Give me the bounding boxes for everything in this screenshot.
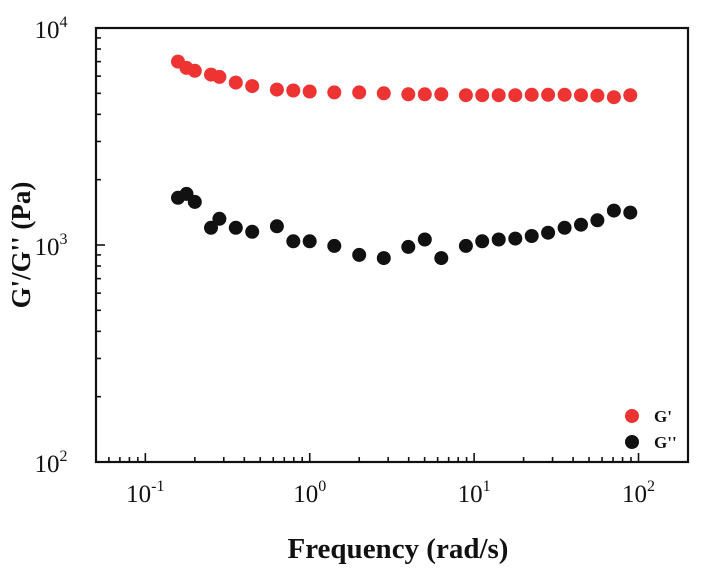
g-double-prime-point — [508, 231, 523, 246]
legend: G' G'' — [625, 407, 677, 452]
x-axis-ticks: 10-1 100 101 102 — [108, 453, 689, 508]
g-double-prime-point — [327, 238, 342, 253]
g-prime-point — [352, 85, 367, 100]
g-double-prime-point — [228, 220, 243, 235]
g-double-prime-point — [475, 234, 490, 249]
g-prime-point — [557, 87, 572, 102]
g-prime-point — [623, 88, 638, 103]
g-prime-point — [327, 85, 342, 100]
g-prime-point — [475, 88, 490, 103]
g-double-prime-point — [302, 234, 317, 249]
g-double-prime-point — [574, 217, 588, 232]
g-prime-point — [376, 86, 391, 101]
g-prime-point — [401, 87, 416, 102]
y-axis-title: G'/G'' (Pa) — [6, 182, 36, 309]
g-double-prime-point — [245, 224, 260, 239]
g-double-prime-point — [286, 234, 301, 249]
g-double-prime-point — [541, 225, 556, 240]
g-double-prime-point — [376, 251, 391, 266]
g-prime-point — [541, 87, 556, 102]
g-prime-point — [212, 69, 227, 84]
g-prime-point — [491, 88, 506, 103]
g-double-prime-point — [204, 220, 218, 235]
y-axis-ticks: 102 103 104 — [35, 14, 105, 478]
g-prime-point — [417, 87, 432, 102]
g-prime-point — [228, 75, 243, 90]
g-prime-point — [458, 88, 473, 103]
data-points — [171, 54, 638, 266]
g-double-prime-point — [590, 213, 605, 228]
g-double-prime-point — [187, 194, 202, 209]
legend-marker — [625, 409, 639, 423]
x-tick-label: 101 — [458, 478, 491, 508]
g-double-prime-point — [491, 232, 506, 247]
g-double-prime-point — [269, 219, 284, 234]
g-prime-point — [187, 63, 202, 78]
x-tick-label: 102 — [622, 478, 655, 508]
g-double-prime-point — [524, 229, 539, 243]
g-double-prime-point — [401, 239, 416, 254]
g-prime-point — [286, 83, 301, 98]
legend-label: G' — [654, 407, 672, 426]
g-double-prime-point — [606, 203, 621, 218]
g-prime-point — [269, 82, 284, 97]
g-prime-point — [302, 84, 317, 99]
g-double-prime-point — [352, 247, 367, 262]
g-prime-point — [434, 87, 449, 102]
g-double-prime-point — [458, 238, 473, 253]
g-prime-point — [245, 79, 260, 94]
g-double-prime-point — [417, 232, 432, 247]
g-prime-point — [574, 88, 588, 103]
g-double-prime-point — [623, 205, 638, 220]
legend-marker — [625, 435, 639, 449]
x-tick-label: 10-1 — [126, 478, 164, 508]
x-tick-label: 100 — [293, 478, 326, 508]
g-double-prime-point — [557, 220, 572, 235]
x-axis-title: Frequency (rad/s) — [288, 533, 509, 565]
g-prime-point — [508, 88, 523, 103]
y-tick-label: 104 — [35, 14, 68, 44]
legend-label: G'' — [654, 433, 677, 452]
y-tick-label: 102 — [35, 448, 68, 478]
g-prime-point — [606, 90, 621, 105]
g-double-prime-point — [434, 251, 449, 266]
g-prime-point — [590, 88, 605, 103]
g-double-prime-point — [212, 211, 227, 226]
y-tick-label: 103 — [35, 231, 68, 261]
g-prime-point — [524, 87, 539, 102]
